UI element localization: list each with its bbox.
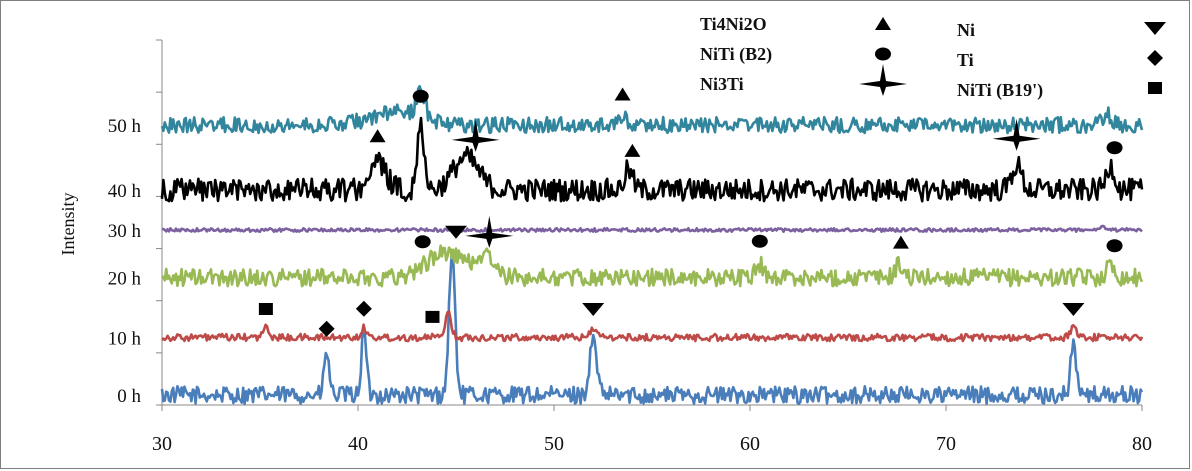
series-label: 10 h [108, 329, 142, 350]
peak-marker-star [465, 215, 514, 248]
legend-label: Ni3Ti [700, 74, 744, 94]
x-tick-label: 50 [544, 433, 564, 455]
series-line-50h [160, 85, 1144, 135]
peak-marker-triangle [369, 129, 386, 143]
legend-symbol-square [1148, 82, 1162, 94]
legend-label: Ti4Ni2O [700, 14, 767, 34]
legend-label: Ti [957, 50, 974, 70]
legend-label: NiTi (B19') [957, 80, 1043, 101]
peak-marker-circle [1106, 239, 1123, 253]
peak-marker-triangle [614, 87, 631, 101]
peak-marker-triangle [892, 235, 909, 249]
peak-marker-diamond [355, 300, 372, 317]
legend-symbol-triangle-down [1144, 22, 1166, 35]
peak-marker-circle [1106, 141, 1123, 155]
legend-label: Ni [957, 20, 975, 40]
series-line-40h [160, 116, 1144, 203]
legend-symbol-star [859, 64, 907, 96]
legend-symbol-circle [875, 47, 891, 61]
series-line-0h [160, 248, 1144, 405]
peak-marker-triangle [624, 143, 641, 157]
y-axis-title: Intensity [58, 193, 78, 256]
peak-marker-square [425, 310, 440, 323]
x-tick-label: 70 [936, 433, 956, 455]
x-tick-label: 30 [152, 433, 172, 455]
peak-marker-square [258, 303, 273, 315]
peak-marker-circle [414, 235, 431, 249]
peak-marker-star [451, 119, 500, 152]
peak-marker-circle [412, 89, 429, 103]
series-layer [160, 85, 1144, 405]
legend: Ti4Ni2O Ni NiTi (B2) Ti Ni3Ti NiTi (B19') [700, 14, 1166, 101]
annotation-layer [258, 87, 1123, 337]
x-tick-label: 40 [348, 433, 368, 455]
series-line-30h [161, 224, 1143, 233]
peak-marker-triangle-down [582, 303, 605, 316]
series-line-20h [161, 244, 1144, 288]
labels-layer: 30 40 50 60 70 80 Intensity 0 h 10 h 20 h 30 h 40 h… [58, 116, 1152, 455]
series-label: 50 h [108, 116, 142, 137]
series-label: 20 h [108, 269, 142, 290]
peak-marker-triangle-down [1062, 303, 1085, 316]
axes [156, 39, 1143, 411]
series-label: 30 h [108, 221, 142, 242]
x-tick-label: 60 [740, 433, 760, 455]
legend-symbol-triangle [875, 17, 891, 30]
peak-marker-star [992, 118, 1041, 151]
x-tick-label: 80 [1132, 433, 1152, 455]
peak-marker-circle [751, 234, 768, 248]
legend-label: NiTi (B2) [700, 44, 772, 65]
peak-marker-diamond [318, 320, 335, 337]
series-label: 0 h [117, 386, 141, 407]
series-label: 40 h [108, 181, 142, 202]
series-line-10h [161, 310, 1144, 343]
peak-marker-triangle-down [445, 225, 467, 239]
legend-symbol-diamond [1147, 50, 1163, 66]
